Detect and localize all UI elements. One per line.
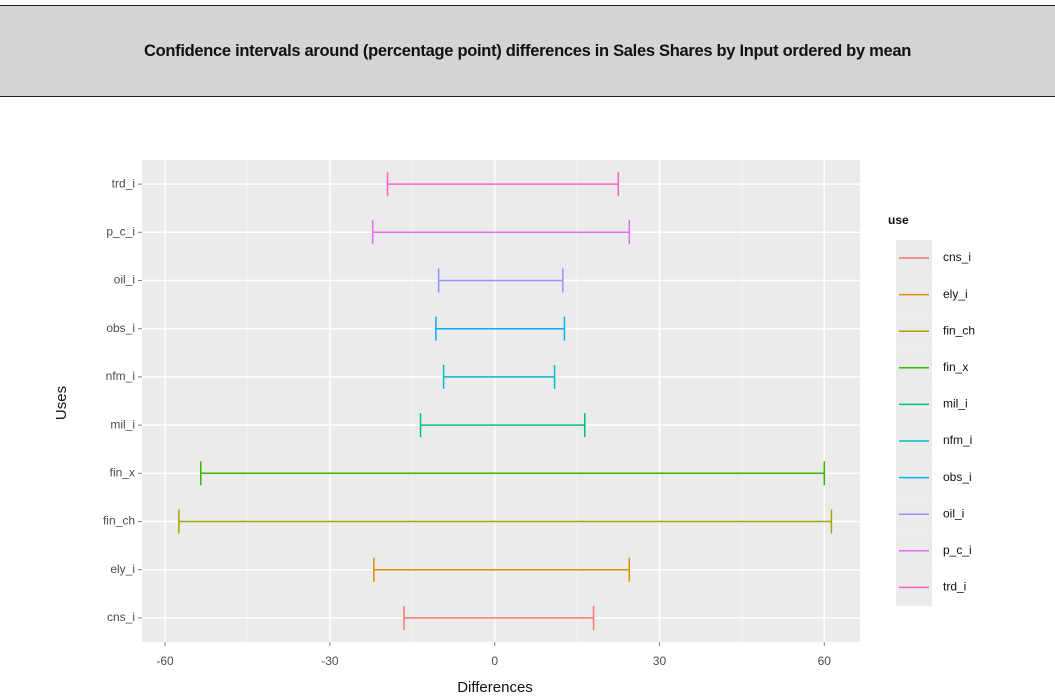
legend-label: cns_i — [943, 250, 971, 264]
x-tick-label: 30 — [653, 654, 667, 668]
x-axis-label: Differences — [457, 679, 533, 696]
y-tick-label: oil_i — [114, 273, 135, 287]
y-axis-label: Uses — [53, 386, 70, 420]
y-tick-label: fin_x — [110, 465, 135, 479]
x-tick-label: -60 — [156, 654, 174, 668]
legend-title: use — [888, 213, 909, 227]
y-tick-label: cns_i — [107, 610, 135, 624]
legend-label: mil_i — [943, 397, 968, 411]
legend-label: p_c_i — [943, 543, 972, 557]
legend-label: trd_i — [943, 580, 966, 594]
header: Confidence intervals around (percentage … — [0, 5, 1055, 97]
x-tick-label: -30 — [321, 654, 339, 668]
chart-title: Confidence intervals around (percentage … — [143, 41, 912, 60]
y-tick-label: p_c_i — [106, 224, 135, 238]
legend-label: fin_ch — [943, 323, 975, 337]
legend-label: obs_i — [943, 470, 972, 484]
y-tick-label: obs_i — [106, 321, 135, 335]
y-tick-label: mil_i — [110, 417, 135, 431]
legend-label: nfm_i — [943, 433, 972, 447]
y-tick-label: ely_i — [110, 562, 135, 576]
x-tick-label: 60 — [818, 654, 832, 668]
plot-panel — [142, 160, 860, 642]
legend-label: fin_x — [943, 360, 968, 374]
y-tick-label: fin_ch — [103, 514, 135, 528]
legend-label: ely_i — [943, 287, 968, 301]
x-tick-label: 0 — [491, 654, 498, 668]
y-tick-label: trd_i — [112, 176, 135, 190]
legend-label: oil_i — [943, 506, 964, 520]
y-tick-label: nfm_i — [106, 369, 135, 383]
